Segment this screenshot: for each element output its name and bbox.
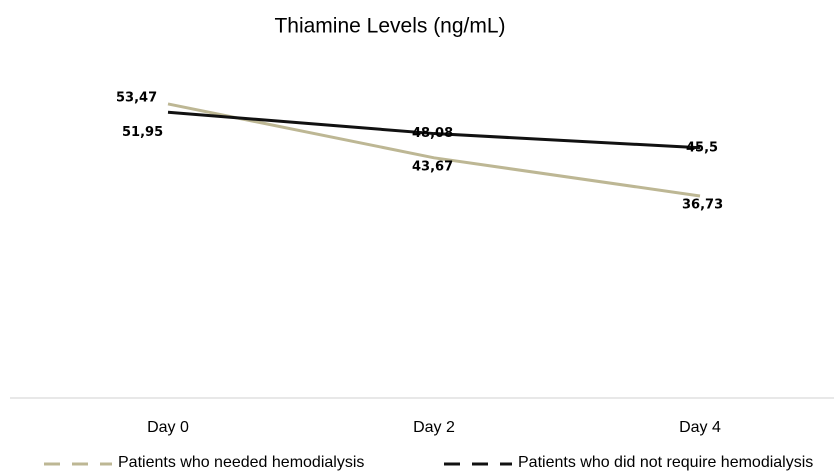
data-label: 48,08 — [412, 126, 453, 141]
x-tick-label: Day 4 — [679, 419, 721, 436]
legend-label: Patients who did not require hemodialysi… — [518, 454, 813, 471]
data-label: 51,95 — [122, 125, 163, 140]
data-label: 45,5 — [686, 140, 718, 155]
data-label: 53,47 — [116, 90, 157, 105]
x-tick-label: Day 2 — [413, 419, 455, 436]
data-label: 43,67 — [412, 159, 453, 174]
x-tick-label: Day 0 — [147, 419, 189, 436]
legend-label: Patients who needed hemodialysis — [118, 454, 364, 471]
chart-title: Thiamine Levels (ng/mL) — [274, 15, 505, 38]
series-line — [167, 110, 701, 150]
data-label: 36,73 — [682, 197, 723, 212]
series-line — [167, 102, 701, 198]
